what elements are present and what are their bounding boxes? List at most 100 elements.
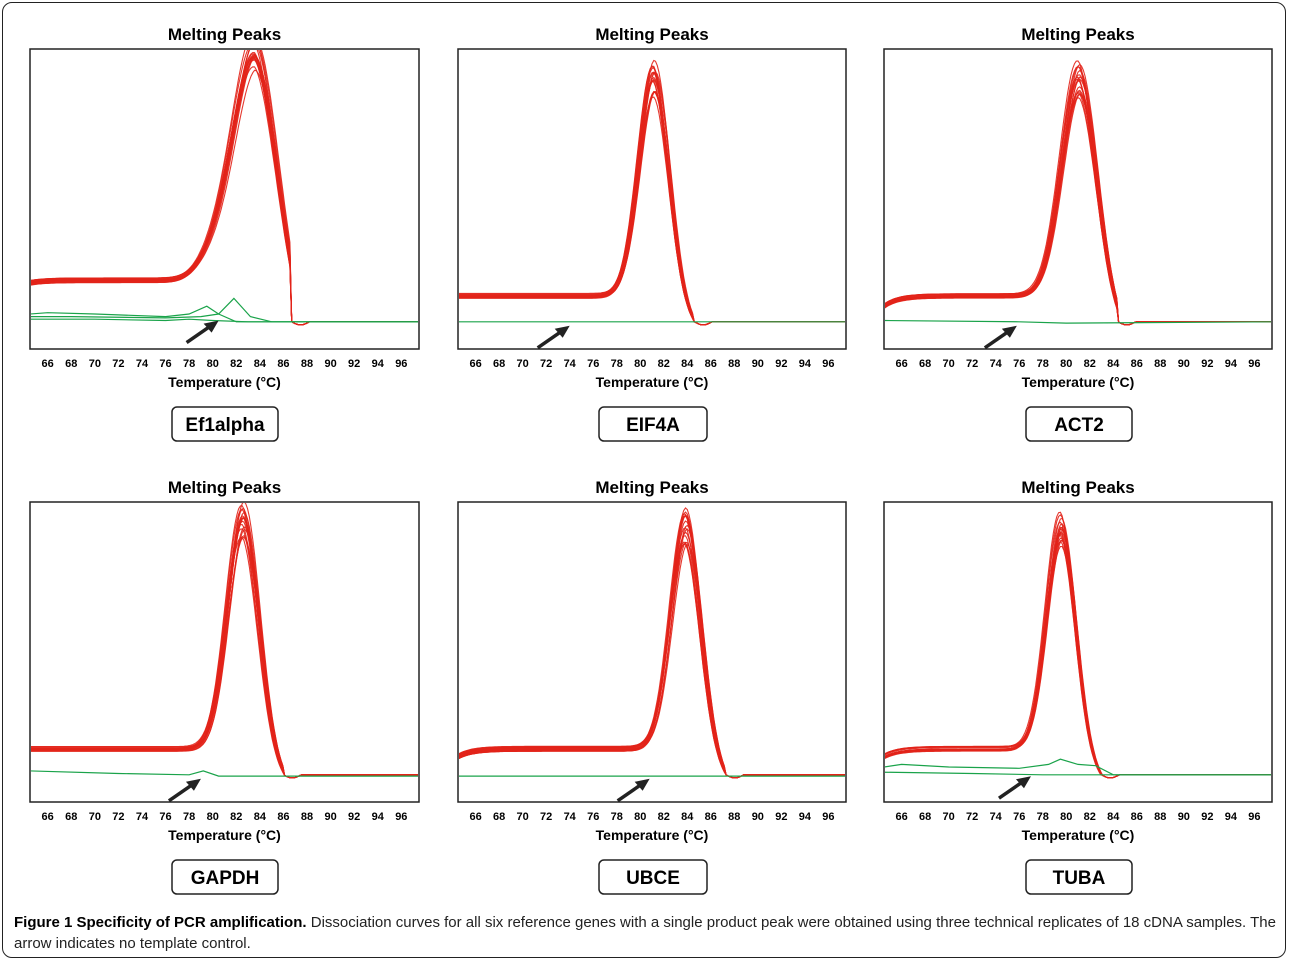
x-tick-label: 76 [159, 358, 171, 370]
melt-curve-sample [459, 72, 845, 326]
plot-series [459, 507, 845, 779]
figure-caption: Figure 1 Specificity of PCR amplificatio… [14, 912, 1276, 954]
x-tick-label: 82 [230, 811, 242, 823]
melt-curve-sample [885, 93, 1271, 326]
x-tick-label: 88 [728, 358, 740, 370]
melt-curve-sample [459, 531, 845, 779]
x-tick-label: 94 [799, 811, 812, 823]
x-tick-label: 82 [1084, 358, 1096, 370]
x-tick-label: 80 [1060, 811, 1072, 823]
melt-curve-sample [459, 535, 845, 779]
melt-curve-sample [885, 93, 1271, 326]
chart-title: Melting Peaks [1021, 25, 1134, 44]
melt-curve-sample [885, 76, 1271, 326]
x-tick-label: 80 [634, 358, 646, 370]
melt-curve-sample [459, 80, 845, 326]
melt-curve-ntc [31, 770, 418, 777]
melt-curve-sample [885, 92, 1271, 326]
x-tick-label: 88 [301, 811, 313, 823]
x-tick-label: 80 [207, 358, 219, 370]
x-tick-label: 68 [65, 358, 77, 370]
x-tick-label: 70 [517, 811, 529, 823]
x-tick-label: 76 [587, 358, 599, 370]
melt-curve-sample [885, 86, 1271, 326]
x-tick-label: 92 [1201, 358, 1213, 370]
x-tick-label: 96 [1248, 811, 1260, 823]
melt-curve-sample [31, 59, 418, 326]
melt-curve-sample [885, 540, 1271, 779]
plot-series [31, 503, 418, 779]
melt-curve-sample [885, 78, 1271, 326]
x-tick-label: 78 [183, 811, 195, 823]
chart-title: Melting Peaks [595, 25, 708, 44]
melt-curve-sample [31, 528, 418, 779]
x-tick-label: 68 [919, 811, 931, 823]
x-tick-label: 78 [1037, 811, 1049, 823]
x-tick-label: 70 [89, 811, 101, 823]
melt-curve-sample [459, 524, 845, 779]
x-tick-label: 90 [1178, 358, 1190, 370]
x-tick-label: 66 [42, 358, 54, 370]
gene-label: GAPDH [191, 868, 260, 889]
chart-panel-gapdh: Melting Peaks 66 68 70 72 74 76 78 80 82 84 86 88 90 9… [29, 478, 420, 895]
x-tick-label: 80 [207, 811, 219, 823]
melt-curve-sample [885, 91, 1271, 326]
melt-curve-sample [885, 65, 1271, 326]
gene-label: UBCE [626, 868, 680, 889]
melt-curve-sample [885, 76, 1271, 326]
x-tick-label: 84 [254, 358, 267, 370]
melt-curve-sample [459, 71, 845, 326]
x-tick-label: 76 [587, 811, 599, 823]
x-tick-label: 72 [112, 358, 124, 370]
x-tick-label: 94 [1225, 358, 1238, 370]
plot-series [885, 511, 1271, 779]
melt-curve-sample [31, 56, 418, 326]
x-tick-label: 78 [611, 811, 623, 823]
x-tick-label: 68 [919, 358, 931, 370]
melt-curve-ntc [31, 318, 418, 323]
x-tick-label: 76 [1013, 811, 1025, 823]
gene-label: TUBA [1053, 868, 1106, 889]
x-tick-label: 88 [301, 358, 313, 370]
gene-label-box [1025, 859, 1133, 895]
x-tick-label: 74 [136, 811, 149, 823]
melt-curve-ntc [885, 319, 1271, 324]
x-tick-label: 66 [470, 358, 482, 370]
x-tick-label: 94 [372, 811, 385, 823]
x-tick-label: 84 [1107, 358, 1120, 370]
melt-curve-sample [459, 528, 845, 779]
ntc-arrow-head [554, 325, 570, 338]
x-axis-label: Temperature (°C) [596, 827, 709, 843]
melt-curve-sample [459, 76, 845, 326]
plot-area [29, 48, 420, 350]
x-tick-label: 96 [822, 358, 834, 370]
melt-curve-sample [459, 96, 845, 326]
x-tick-label: 80 [634, 811, 646, 823]
x-tick-label: 72 [540, 358, 552, 370]
chart-title: Melting Peaks [595, 478, 708, 497]
x-tick-label: 94 [799, 358, 812, 370]
x-tick-label: 78 [1037, 358, 1049, 370]
x-axis-label: Temperature (°C) [1022, 827, 1135, 843]
x-tick-label: 66 [42, 811, 54, 823]
x-tick-label: 80 [1060, 358, 1072, 370]
x-tick-label: 70 [517, 358, 529, 370]
melt-curve-sample [885, 78, 1271, 326]
x-tick-label: 90 [752, 811, 764, 823]
melt-curve-ntc [885, 758, 1271, 776]
plot-series [459, 59, 845, 326]
x-tick-label: 68 [493, 811, 505, 823]
x-tick-label: 72 [112, 811, 124, 823]
x-tick-label: 96 [395, 811, 407, 823]
melt-curve-sample [885, 96, 1271, 326]
x-axis-label: Temperature (°C) [596, 374, 709, 390]
x-tick-label: 88 [1154, 811, 1166, 823]
plot-area [883, 501, 1273, 803]
melt-curve-sample [459, 541, 845, 779]
chart-title: Melting Peaks [1021, 478, 1134, 497]
gene-label: Ef1alpha [185, 415, 265, 436]
melt-curve-sample [31, 69, 418, 326]
x-tick-label: 92 [775, 811, 787, 823]
